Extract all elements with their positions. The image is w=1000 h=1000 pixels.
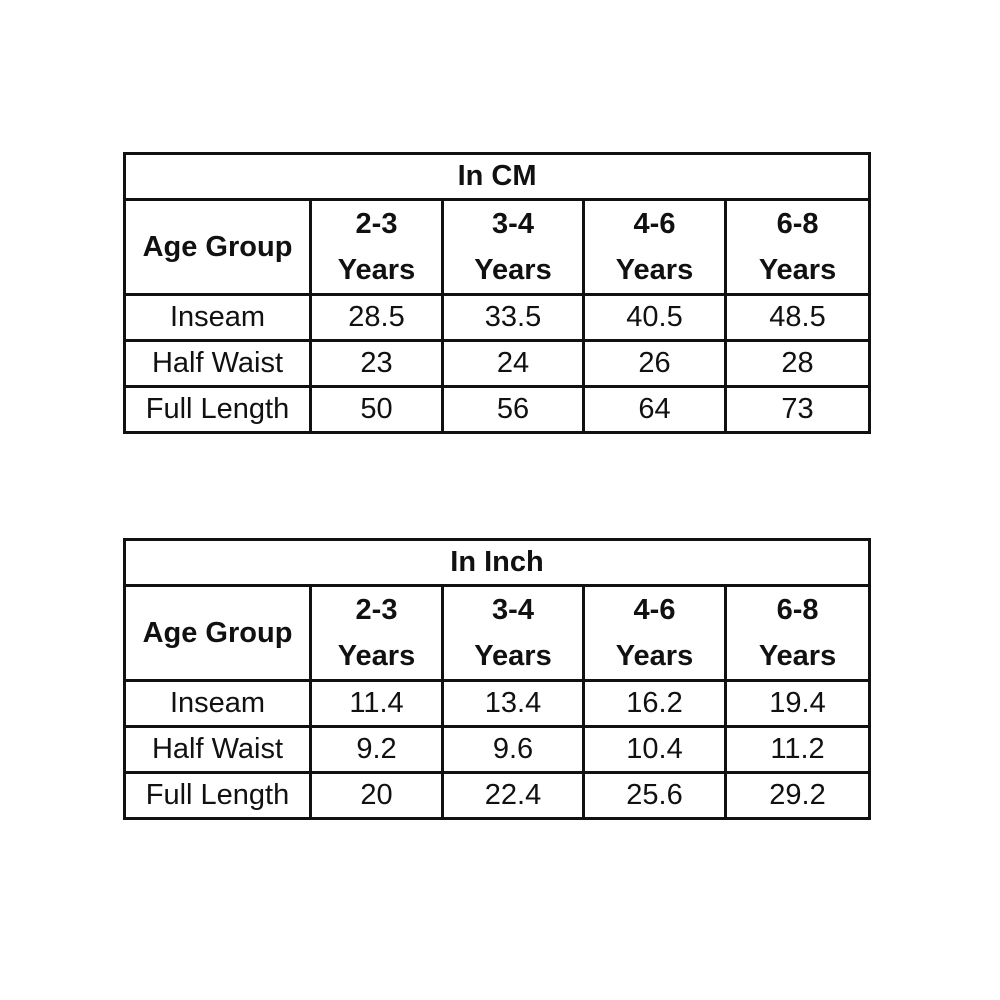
age-unit: Years bbox=[337, 254, 416, 286]
measurement-cell: 13.4 bbox=[441, 679, 585, 728]
measurement-cell: 11.2 bbox=[723, 725, 872, 774]
table-title-row: In CM bbox=[122, 152, 872, 201]
age-group-header: Age Group bbox=[123, 584, 312, 682]
age-range: 6-8 bbox=[776, 208, 819, 240]
measurement-cell: 29.2 bbox=[723, 771, 872, 820]
measurement-cell: 16.2 bbox=[582, 679, 727, 728]
measurement-cell: 19.4 bbox=[723, 679, 872, 728]
size-table-cm: In CM Age Group 2-3 Years 3-4 Years 4-6 Years 6-… bbox=[122, 152, 872, 434]
measurement-cell: 11.4 bbox=[309, 679, 444, 728]
measurement-cell: 33.5 bbox=[441, 293, 585, 342]
age-column-header: 4-6 Years bbox=[582, 198, 727, 296]
age-unit: Years bbox=[615, 640, 694, 672]
table-row: Full Length 20 22.4 25.6 29.2 bbox=[123, 771, 872, 820]
age-unit: Years bbox=[758, 254, 837, 286]
measurement-cell: 56 bbox=[441, 385, 585, 434]
row-label: Inseam bbox=[123, 679, 312, 728]
header-row: Age Group 2-3 Years 3-4 Years 4-6 Years 6-8 Year… bbox=[123, 198, 872, 296]
table-row: Half Waist 23 24 26 28 bbox=[123, 339, 872, 388]
age-range: 2-3 bbox=[355, 594, 398, 626]
measurement-cell: 23 bbox=[309, 339, 444, 388]
table-row: Half Waist 9.2 9.6 10.4 11.2 bbox=[123, 725, 872, 774]
age-unit: Years bbox=[474, 640, 552, 672]
table-title-row: In Inch bbox=[122, 538, 872, 587]
age-column-header: 3-4 Years bbox=[441, 198, 585, 296]
age-column-header: 6-8 Years bbox=[723, 198, 872, 296]
table-title: In CM bbox=[122, 152, 872, 201]
measurement-cell: 26 bbox=[582, 339, 727, 388]
age-unit: Years bbox=[758, 640, 837, 672]
measurement-cell: 50 bbox=[309, 385, 444, 434]
age-range: 4-6 bbox=[633, 594, 676, 626]
table-row: Inseam 28.5 33.5 40.5 48.5 bbox=[123, 293, 872, 342]
age-unit: Years bbox=[474, 254, 552, 286]
measurement-cell: 28.5 bbox=[309, 293, 444, 342]
age-unit: Years bbox=[615, 254, 694, 286]
age-column-header: 6-8 Years bbox=[723, 584, 872, 682]
age-column-header: 3-4 Years bbox=[441, 584, 585, 682]
measurement-cell: 9.2 bbox=[309, 725, 444, 774]
row-label: Full Length bbox=[123, 385, 312, 434]
row-label: Half Waist bbox=[123, 725, 312, 774]
measurement-cell: 48.5 bbox=[723, 293, 872, 342]
measurement-cell: 10.4 bbox=[582, 725, 727, 774]
size-table-inch: In Inch Age Group 2-3 Years 3-4 Years 4-6 Years… bbox=[122, 538, 872, 820]
age-group-header: Age Group bbox=[123, 198, 312, 296]
age-column-header: 4-6 Years bbox=[582, 584, 727, 682]
age-unit: Years bbox=[337, 640, 416, 672]
age-column-header: 2-3 Years bbox=[309, 198, 444, 296]
measurement-cell: 25.6 bbox=[582, 771, 727, 820]
age-range: 3-4 bbox=[492, 594, 534, 626]
row-label: Full Length bbox=[123, 771, 312, 820]
measurement-cell: 73 bbox=[723, 385, 872, 434]
table-title: In Inch bbox=[122, 538, 872, 587]
measurement-cell: 22.4 bbox=[441, 771, 585, 820]
table-row: Inseam 11.4 13.4 16.2 19.4 bbox=[123, 679, 872, 728]
age-range: 6-8 bbox=[776, 594, 819, 626]
age-column-header: 2-3 Years bbox=[309, 584, 444, 682]
age-range: 3-4 bbox=[492, 208, 534, 240]
age-range: 4-6 bbox=[633, 208, 676, 240]
table-row: Full Length 50 56 64 73 bbox=[123, 385, 872, 434]
measurement-cell: 20 bbox=[309, 771, 444, 820]
measurement-cell: 64 bbox=[582, 385, 727, 434]
age-range: 2-3 bbox=[355, 208, 398, 240]
measurement-cell: 40.5 bbox=[582, 293, 727, 342]
measurement-cell: 28 bbox=[723, 339, 872, 388]
header-row: Age Group 2-3 Years 3-4 Years 4-6 Years 6-8 Year… bbox=[123, 584, 872, 682]
row-label: Inseam bbox=[123, 293, 312, 342]
measurement-cell: 9.6 bbox=[441, 725, 585, 774]
measurement-cell: 24 bbox=[441, 339, 585, 388]
row-label: Half Waist bbox=[123, 339, 312, 388]
